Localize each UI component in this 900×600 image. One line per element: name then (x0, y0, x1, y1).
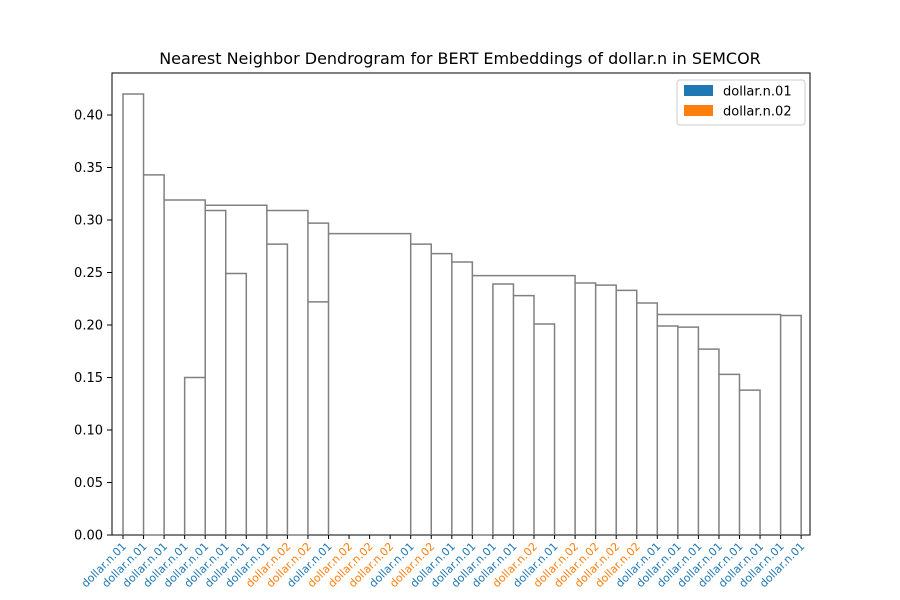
dendrogram-links (122, 93, 802, 536)
dendrogram-link (677, 326, 700, 535)
y-tick-label: 0.35 (74, 161, 103, 176)
y-tick-label: 0.40 (74, 109, 103, 124)
dendrogram-link (779, 314, 802, 535)
dendrogram-link (636, 302, 659, 535)
dendrogram-link (307, 222, 330, 302)
dendrogram-link (430, 252, 453, 535)
legend-label: dollar.n.01 (723, 85, 792, 100)
dendrogram-link (718, 373, 741, 535)
y-tick-label: 0.10 (74, 424, 103, 439)
dendrogram-link (492, 283, 515, 535)
chart-title: Nearest Neighbor Dendrogram for BERT Emb… (159, 49, 761, 68)
dendrogram-link (183, 376, 206, 535)
dendrogram-link (327, 232, 412, 302)
y-tick-label: 0.30 (74, 214, 103, 229)
y-tick-label: 0.25 (74, 266, 103, 281)
dendrogram-link (471, 274, 576, 535)
y-tick-label: 0.15 (74, 371, 103, 386)
dendrogram-link (204, 209, 227, 378)
dendrogram-link (163, 199, 206, 535)
dendrogram-link (574, 282, 597, 535)
y-tick-label: 0.05 (74, 476, 103, 491)
dendrogram-link (451, 261, 474, 535)
legend-swatch (684, 85, 713, 96)
dendrogram-link (225, 272, 248, 535)
dendrogram-link (512, 294, 535, 535)
dendrogram-link (409, 243, 432, 535)
dendrogram-link (266, 209, 309, 245)
dendrogram-link (266, 243, 289, 535)
y-axis: 0.00 0.05 0.10 0.15 0.20 0.25 0.30 0.35 0.40 (74, 109, 112, 544)
dendrogram-link (142, 174, 165, 535)
x-axis: dollar.n.01dollar.n.01dollar.n.01dollar.… (79, 535, 807, 590)
dendrogram-link (656, 313, 782, 327)
dendrogram-link (204, 204, 268, 211)
plot-area (111, 72, 811, 536)
legend-label: dollar.n.02 (723, 105, 792, 120)
dendrogram-link (697, 348, 720, 535)
dendrogram-link (615, 289, 638, 535)
dendrogram-link (656, 325, 679, 535)
dendrogram-link (738, 389, 761, 535)
dendrogram-link (307, 301, 330, 535)
legend: dollar.n.01 dollar.n.02 (676, 79, 806, 126)
legend-swatch (684, 105, 713, 116)
dendrogram-link (533, 323, 556, 535)
y-tick-label: 0.20 (74, 319, 103, 334)
dendrogram-link (594, 284, 617, 535)
dendrogram-link (122, 93, 145, 535)
y-tick-label: 0.00 (74, 529, 103, 544)
